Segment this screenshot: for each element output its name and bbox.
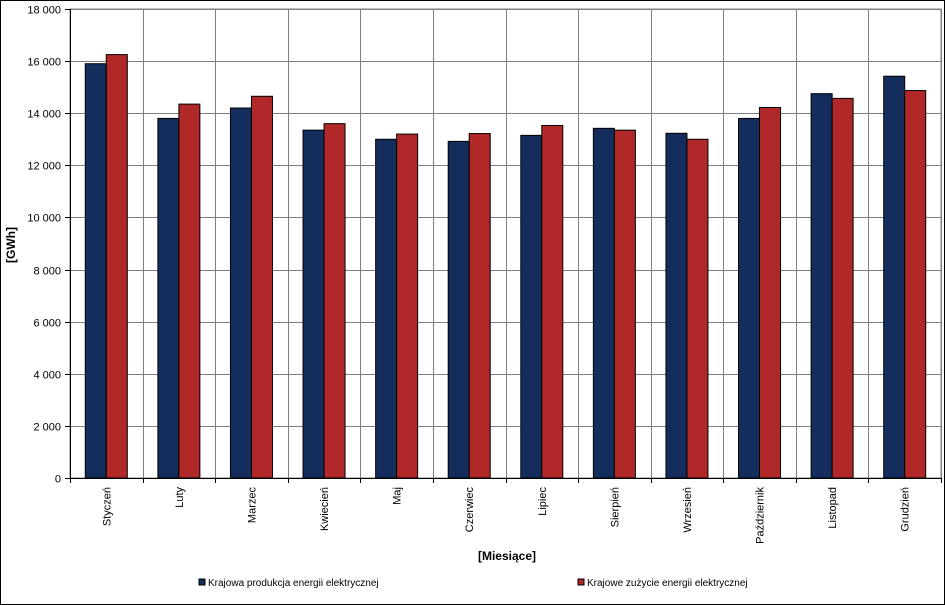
legend-label: Krajowe zużycie energii elektrycznej [587,578,748,589]
bar-production [592,127,615,479]
y-tick-label: 10 000 [27,213,61,225]
y-tick-label: 4 000 [33,370,61,382]
bar-production [229,107,252,479]
y-axis-title: [GWh] [4,227,18,263]
axes [65,9,942,483]
bar-production [84,63,107,479]
bars [84,54,927,479]
bar-consumption [396,133,419,479]
bar-production [447,140,470,479]
legend: Krajowa produkcja energii elektrycznej Kr… [198,578,748,589]
legend-swatch [577,578,585,586]
x-tick-label: Lipiec [537,487,549,516]
bar-consumption [105,54,128,479]
y-tick-label: 2 000 [33,422,61,434]
x-tick-label: Sierpień [609,487,621,527]
legend-label: Krajowa produkcja energii elektrycznej [208,578,379,589]
bar-production [883,75,906,479]
bar-consumption [468,133,491,479]
bar-production [738,117,761,479]
x-tick-label: Październik [755,487,767,544]
x-tick-label: Grudzień [900,487,912,532]
y-tick-label: 14 000 [27,109,61,121]
bar-consumption [759,106,782,479]
x-tick-labels: Styczeń Luty Marzec Kwiecień Maj Czerwiec Lipi… [101,487,911,544]
x-axis-title: [Miesiące] [478,549,536,563]
bar-consumption [904,90,927,479]
x-tick-label: Kwiecień [319,487,331,531]
plot-area [69,8,942,479]
bar-consumption [686,138,709,479]
y-tick-label: 6 000 [33,318,61,330]
y-tick-label: 18 000 [27,5,61,17]
bar-consumption [613,129,636,479]
y-tick-label: 0 [55,474,61,486]
x-tick-label: Czerwiec [464,487,476,533]
y-tick-label: 8 000 [33,266,61,278]
x-tick-label: Marzec [246,487,258,524]
y-tick-labels: 0 2 000 4 000 6 000 8 000 10 000 12 000 14 000 1… [27,5,61,486]
bar-consumption [250,95,273,479]
bar-consumption [178,103,201,479]
legend-swatch [198,578,206,586]
bar-production [302,129,325,479]
x-tick-label: Wrzesień [682,487,694,533]
x-tick-label: Listopad [827,487,839,529]
bar-consumption [323,123,346,479]
bar-production [810,93,833,479]
bar-production [520,134,543,479]
y-tick-label: 12 000 [27,161,61,173]
bar-production [375,138,398,479]
x-tick-label: Maj [392,487,404,505]
bar-consumption [831,97,854,479]
bar-consumption [541,124,564,479]
bar-production [665,132,688,479]
grid [69,8,942,479]
bar-production [157,117,180,479]
x-tick-label: Luty [174,487,186,508]
y-tick-label: 16 000 [27,57,61,69]
x-tick-label: Styczeń [101,487,113,526]
